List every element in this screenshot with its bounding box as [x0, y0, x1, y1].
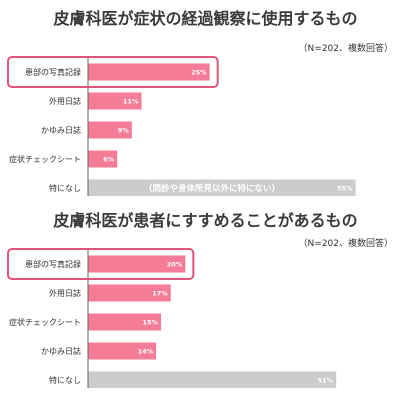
- category-label: 外用日誌: [49, 96, 81, 106]
- chart-title: 皮膚科医が患者にすすめることがあるもの: [53, 211, 358, 230]
- chart-plot: 患部の写真記録 25% 外用日誌 11% かゆみ日誌 9% 症状チェックシート 6% 特になし 5…: [7, 56, 356, 196]
- value-label: 51%: [318, 377, 334, 385]
- value-label: 20%: [167, 261, 183, 269]
- value-label: 15%: [142, 319, 158, 327]
- chart-note: （N=202、複数回答）: [298, 44, 393, 54]
- bar: [88, 371, 337, 388]
- highlight-box: [7, 56, 219, 88]
- bar: [88, 150, 118, 168]
- chart-usage: 皮膚科医が症状の経過観察に使用するもの （N=202、複数回答） 患部の写真記録…: [0, 8, 411, 198]
- bar-annotation: （問診や身体所見以外に特にない）: [144, 183, 280, 194]
- chart-note: （N=202、複数回答）: [298, 239, 393, 249]
- category-label: 外用日誌: [49, 288, 81, 298]
- bar: [88, 313, 161, 331]
- category-label: 患部の写真記録: [25, 67, 81, 77]
- chart-recommend: 皮膚科医が患者にすすめることがあるもの （N=202、複数回答） 患部の写真記録…: [0, 210, 411, 400]
- bar: [88, 92, 142, 110]
- bar: [88, 342, 157, 360]
- chart-title: 皮膚科医が症状の経過観察に使用するもの: [53, 9, 358, 28]
- category-label: かゆみ日誌: [41, 125, 81, 135]
- category-label: 患部の写真記録: [25, 259, 81, 269]
- category-label: 症状チェックシート: [9, 154, 81, 164]
- value-label: 6%: [103, 156, 115, 164]
- value-label: 9%: [118, 127, 130, 135]
- bar: [88, 63, 210, 81]
- bar: [88, 255, 186, 273]
- bar: [88, 121, 132, 139]
- value-label: 25%: [191, 69, 207, 77]
- chart-plot: 患部の写真記録 20% 外用日誌 17% 症状チェックシート 15% かゆみ日誌 14% 特にな…: [7, 248, 337, 388]
- value-label: 14%: [138, 348, 154, 356]
- category-label: 特になし: [49, 375, 81, 385]
- bar: [88, 179, 356, 196]
- highlight-box: [7, 248, 195, 280]
- value-label: 17%: [152, 290, 168, 298]
- category-label: 特になし: [49, 183, 81, 193]
- value-label: 11%: [123, 98, 139, 106]
- category-label: かゆみ日誌: [41, 346, 81, 356]
- value-label: 55%: [337, 185, 353, 193]
- category-label: 症状チェックシート: [9, 317, 81, 327]
- bar: [88, 284, 171, 302]
